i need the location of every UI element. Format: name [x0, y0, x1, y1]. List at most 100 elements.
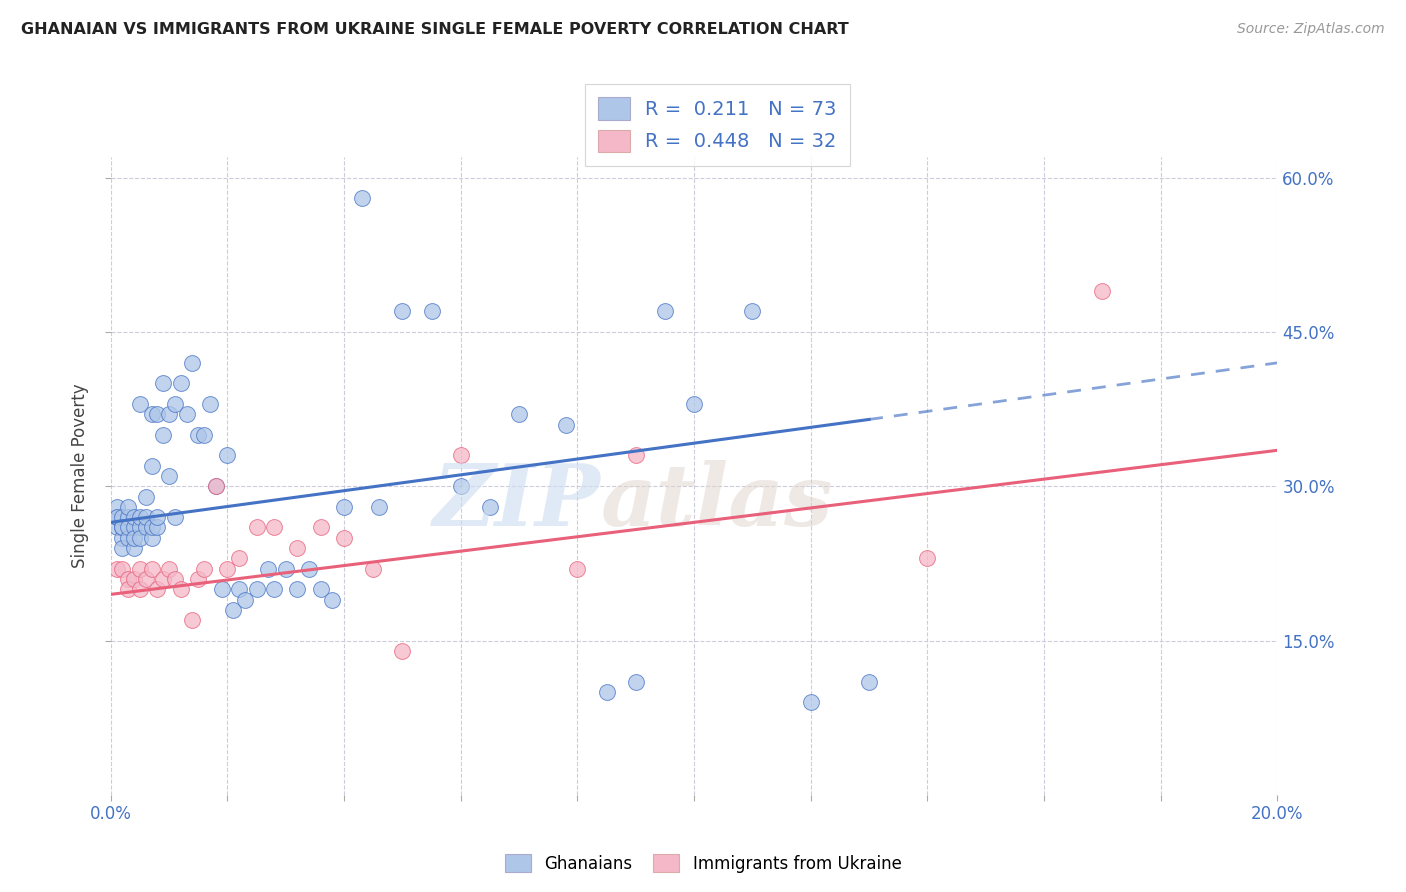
- Point: [624, 674, 647, 689]
- Point: [391, 644, 413, 658]
- Point: [654, 304, 676, 318]
- Point: [157, 469, 180, 483]
- Point: [117, 520, 139, 534]
- Point: [391, 304, 413, 318]
- Point: [105, 562, 128, 576]
- Point: [333, 500, 356, 514]
- Point: [246, 582, 269, 597]
- Point: [117, 572, 139, 586]
- Point: [450, 479, 472, 493]
- Point: [321, 592, 343, 607]
- Point: [122, 572, 145, 586]
- Y-axis label: Single Female Poverty: Single Female Poverty: [72, 384, 89, 568]
- Point: [111, 520, 134, 534]
- Point: [135, 510, 157, 524]
- Point: [105, 510, 128, 524]
- Point: [122, 531, 145, 545]
- Point: [141, 520, 163, 534]
- Point: [263, 582, 285, 597]
- Point: [111, 510, 134, 524]
- Point: [217, 449, 239, 463]
- Point: [152, 376, 174, 391]
- Point: [117, 582, 139, 597]
- Point: [152, 428, 174, 442]
- Point: [170, 582, 193, 597]
- Point: [157, 562, 180, 576]
- Point: [105, 520, 128, 534]
- Point: [141, 458, 163, 473]
- Point: [129, 510, 152, 524]
- Point: [257, 562, 280, 576]
- Point: [193, 428, 215, 442]
- Point: [135, 490, 157, 504]
- Point: [181, 613, 204, 627]
- Point: [595, 685, 617, 699]
- Point: [350, 191, 373, 205]
- Point: [163, 510, 186, 524]
- Point: [508, 407, 530, 421]
- Point: [287, 541, 309, 555]
- Point: [141, 407, 163, 421]
- Point: [800, 695, 823, 709]
- Point: [152, 572, 174, 586]
- Point: [111, 531, 134, 545]
- Point: [122, 520, 145, 534]
- Point: [222, 603, 245, 617]
- Point: [117, 500, 139, 514]
- Point: [129, 582, 152, 597]
- Point: [204, 479, 226, 493]
- Point: [117, 531, 139, 545]
- Point: [135, 520, 157, 534]
- Point: [122, 541, 145, 555]
- Point: [141, 562, 163, 576]
- Point: [624, 449, 647, 463]
- Point: [263, 520, 285, 534]
- Point: [478, 500, 501, 514]
- Point: [129, 562, 152, 576]
- Point: [420, 304, 443, 318]
- Point: [187, 428, 209, 442]
- Point: [146, 407, 169, 421]
- Point: [170, 376, 193, 391]
- Point: [146, 520, 169, 534]
- Point: [111, 562, 134, 576]
- Text: atlas: atlas: [600, 459, 834, 543]
- Point: [567, 562, 589, 576]
- Point: [111, 520, 134, 534]
- Point: [361, 562, 384, 576]
- Point: [858, 674, 880, 689]
- Point: [211, 582, 233, 597]
- Point: [333, 531, 356, 545]
- Point: [181, 356, 204, 370]
- Point: [287, 582, 309, 597]
- Point: [1091, 284, 1114, 298]
- Legend: Ghanaians, Immigrants from Ukraine: Ghanaians, Immigrants from Ukraine: [498, 847, 908, 880]
- Point: [274, 562, 297, 576]
- Point: [217, 562, 239, 576]
- Point: [105, 510, 128, 524]
- Point: [198, 397, 221, 411]
- Point: [135, 572, 157, 586]
- Text: GHANAIAN VS IMMIGRANTS FROM UKRAINE SINGLE FEMALE POVERTY CORRELATION CHART: GHANAIAN VS IMMIGRANTS FROM UKRAINE SING…: [21, 22, 849, 37]
- Point: [146, 510, 169, 524]
- Point: [450, 449, 472, 463]
- Point: [129, 397, 152, 411]
- Point: [309, 582, 332, 597]
- Point: [204, 479, 226, 493]
- Point: [309, 520, 332, 534]
- Point: [122, 510, 145, 524]
- Point: [917, 551, 939, 566]
- Point: [193, 562, 215, 576]
- Point: [157, 407, 180, 421]
- Point: [117, 510, 139, 524]
- Point: [111, 541, 134, 555]
- Point: [368, 500, 391, 514]
- Text: Source: ZipAtlas.com: Source: ZipAtlas.com: [1237, 22, 1385, 37]
- Point: [233, 592, 256, 607]
- Legend: R =  0.211   N = 73, R =  0.448   N = 32: R = 0.211 N = 73, R = 0.448 N = 32: [585, 84, 851, 166]
- Point: [298, 562, 321, 576]
- Point: [187, 572, 209, 586]
- Point: [246, 520, 269, 534]
- Point: [228, 582, 250, 597]
- Point: [228, 551, 250, 566]
